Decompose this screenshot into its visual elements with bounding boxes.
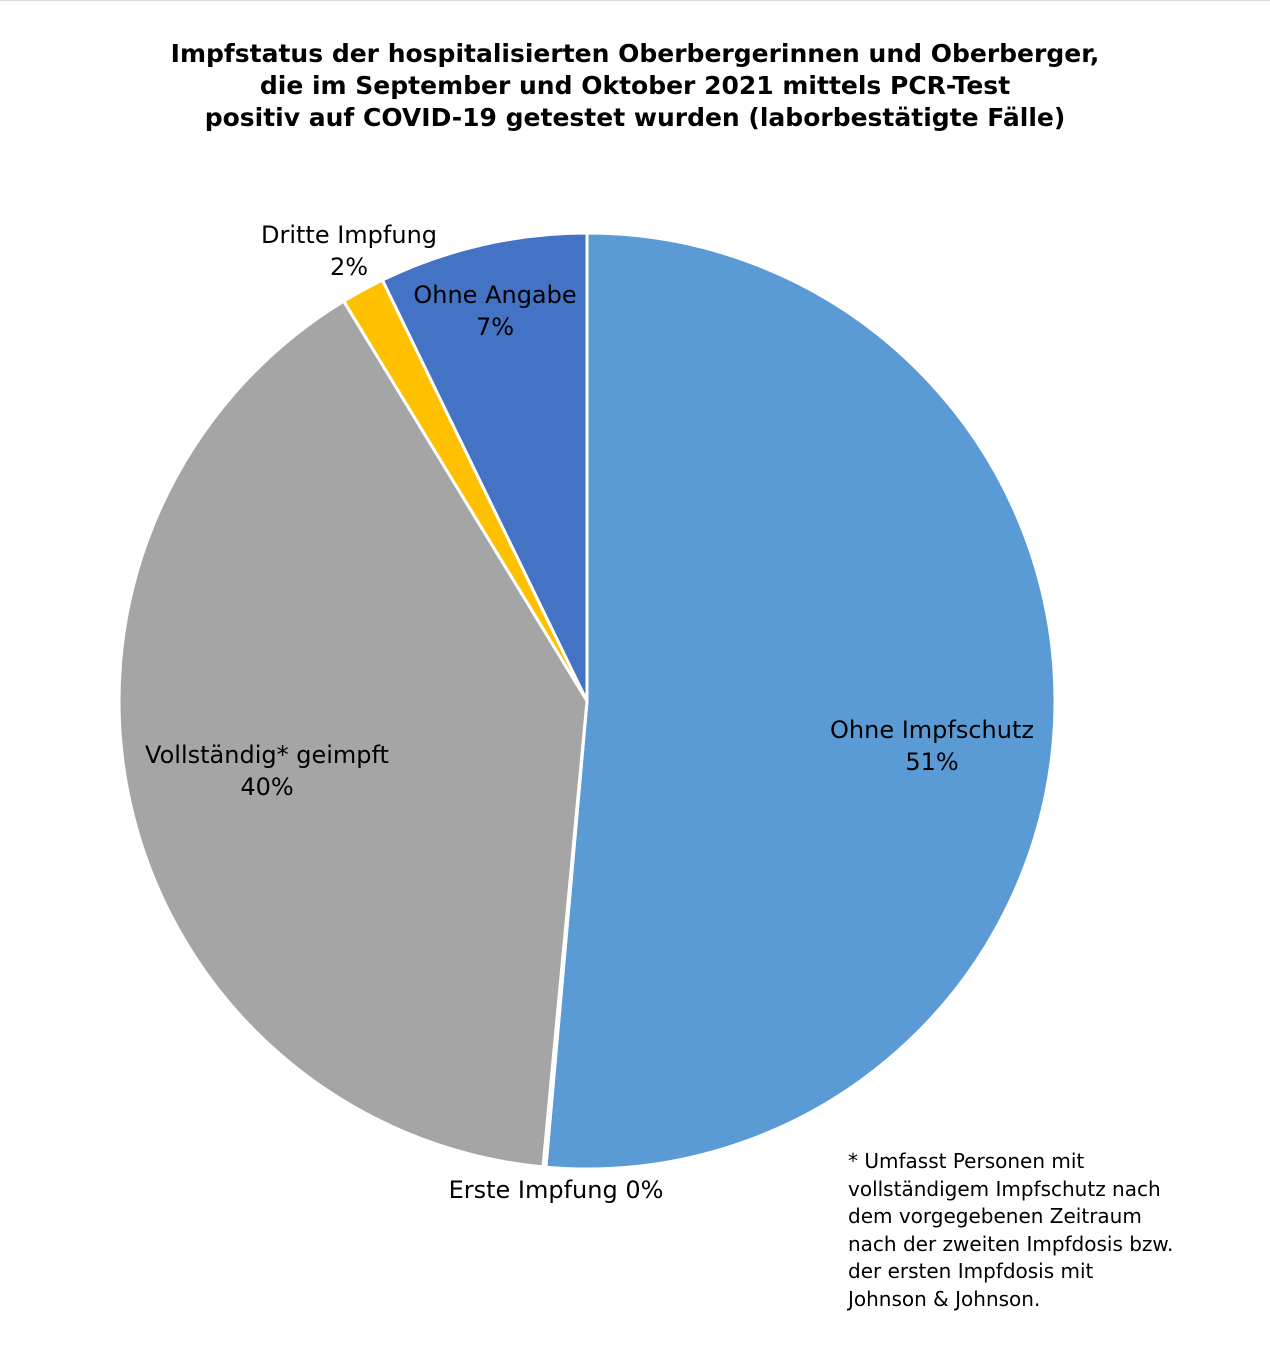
top-border <box>0 0 1270 1</box>
data-label-erste-impfung: Erste Impfung 0% <box>449 1176 664 1204</box>
chart-title: Impfstatus der hospitalisierten Oberberg… <box>0 38 1270 134</box>
data-label-vollst-ndig-geimpft: Vollständig* geimpft 40% <box>145 741 389 801</box>
chart-title-line-1: Impfstatus der hospitalisierten Oberberg… <box>170 39 1100 68</box>
data-label-name: Vollständig* geimpft <box>145 741 389 769</box>
pie-labels: Ohne Impfschutz 51% Erste Impfung 0% Vollst… <box>145 221 1034 1204</box>
data-label-name: Ohne Angabe <box>413 281 576 309</box>
pie-slice-vollst-ndig-geimpft <box>117 299 589 1169</box>
data-label-name: Ohne Impfschutz <box>830 716 1034 744</box>
pie-slice-ohne-angabe <box>380 231 589 703</box>
data-label-ohne-impfschutz: Ohne Impfschutz 51% <box>830 716 1034 776</box>
footnote-line-4: nach der zweiten Impfdosis bzw. <box>848 1231 1174 1256</box>
footnote-line-6: Johnson & Johnson. <box>848 1286 1041 1311</box>
data-label-name: Dritte Impfung <box>261 221 437 249</box>
data-label-percent: 7% <box>476 313 514 341</box>
pie-slices <box>117 231 1057 1171</box>
chart-title-line-2: die im September und Oktober 2021 mittel… <box>259 71 1011 100</box>
pie-slice-ohne-impfschutz <box>544 231 1057 1171</box>
data-label-percent: 51% <box>905 748 958 776</box>
chart-title-line-3: positiv auf COVID-19 getestet wurden (la… <box>204 103 1066 132</box>
data-label-percent: 2% <box>330 253 368 281</box>
footnote-line-2: vollständigem Impfschutz nach <box>848 1176 1161 1201</box>
footnote: * Umfasst Personen mit vollständigem Imp… <box>848 1148 1248 1313</box>
footnote-line-3: dem vorgegebenen Zeitraum <box>848 1204 1142 1228</box>
footnote-line-1: * Umfasst Personen mit <box>848 1149 1085 1173</box>
data-label-ohne-angabe: Ohne Angabe 7% <box>413 281 576 341</box>
footnote-line-5: der ersten Impfdosis mit <box>848 1259 1094 1283</box>
data-label-percent: 40% <box>240 773 293 801</box>
data-label-dritte-impfung: Dritte Impfung 2% <box>261 221 437 281</box>
